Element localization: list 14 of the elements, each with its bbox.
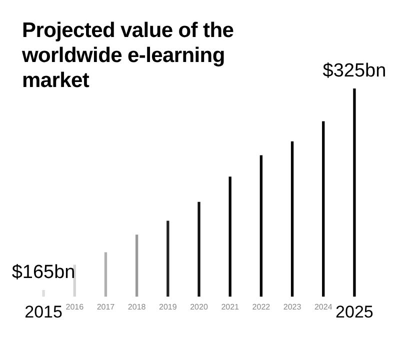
x-tick-label: 2022	[252, 302, 271, 312]
x-tick-label: 2019	[159, 302, 178, 312]
x-tick-label: 2017	[96, 302, 116, 312]
x-tick-label: 2024	[314, 302, 333, 312]
x-tick-label: 2015	[24, 302, 62, 322]
x-tick-label: 2021	[221, 302, 240, 312]
x-tick-label: 2018	[128, 302, 146, 312]
x-tick-label: 2016	[66, 302, 84, 312]
chart-title: Projected value of the worldwide e-learning market	[22, 18, 235, 93]
data-label: $325bn	[322, 60, 386, 82]
x-tick-label: 2020	[190, 302, 208, 312]
x-tick-label: 2023	[283, 302, 302, 312]
x-tick-label: 2025	[336, 302, 374, 322]
data-label: $165bn	[12, 262, 76, 284]
